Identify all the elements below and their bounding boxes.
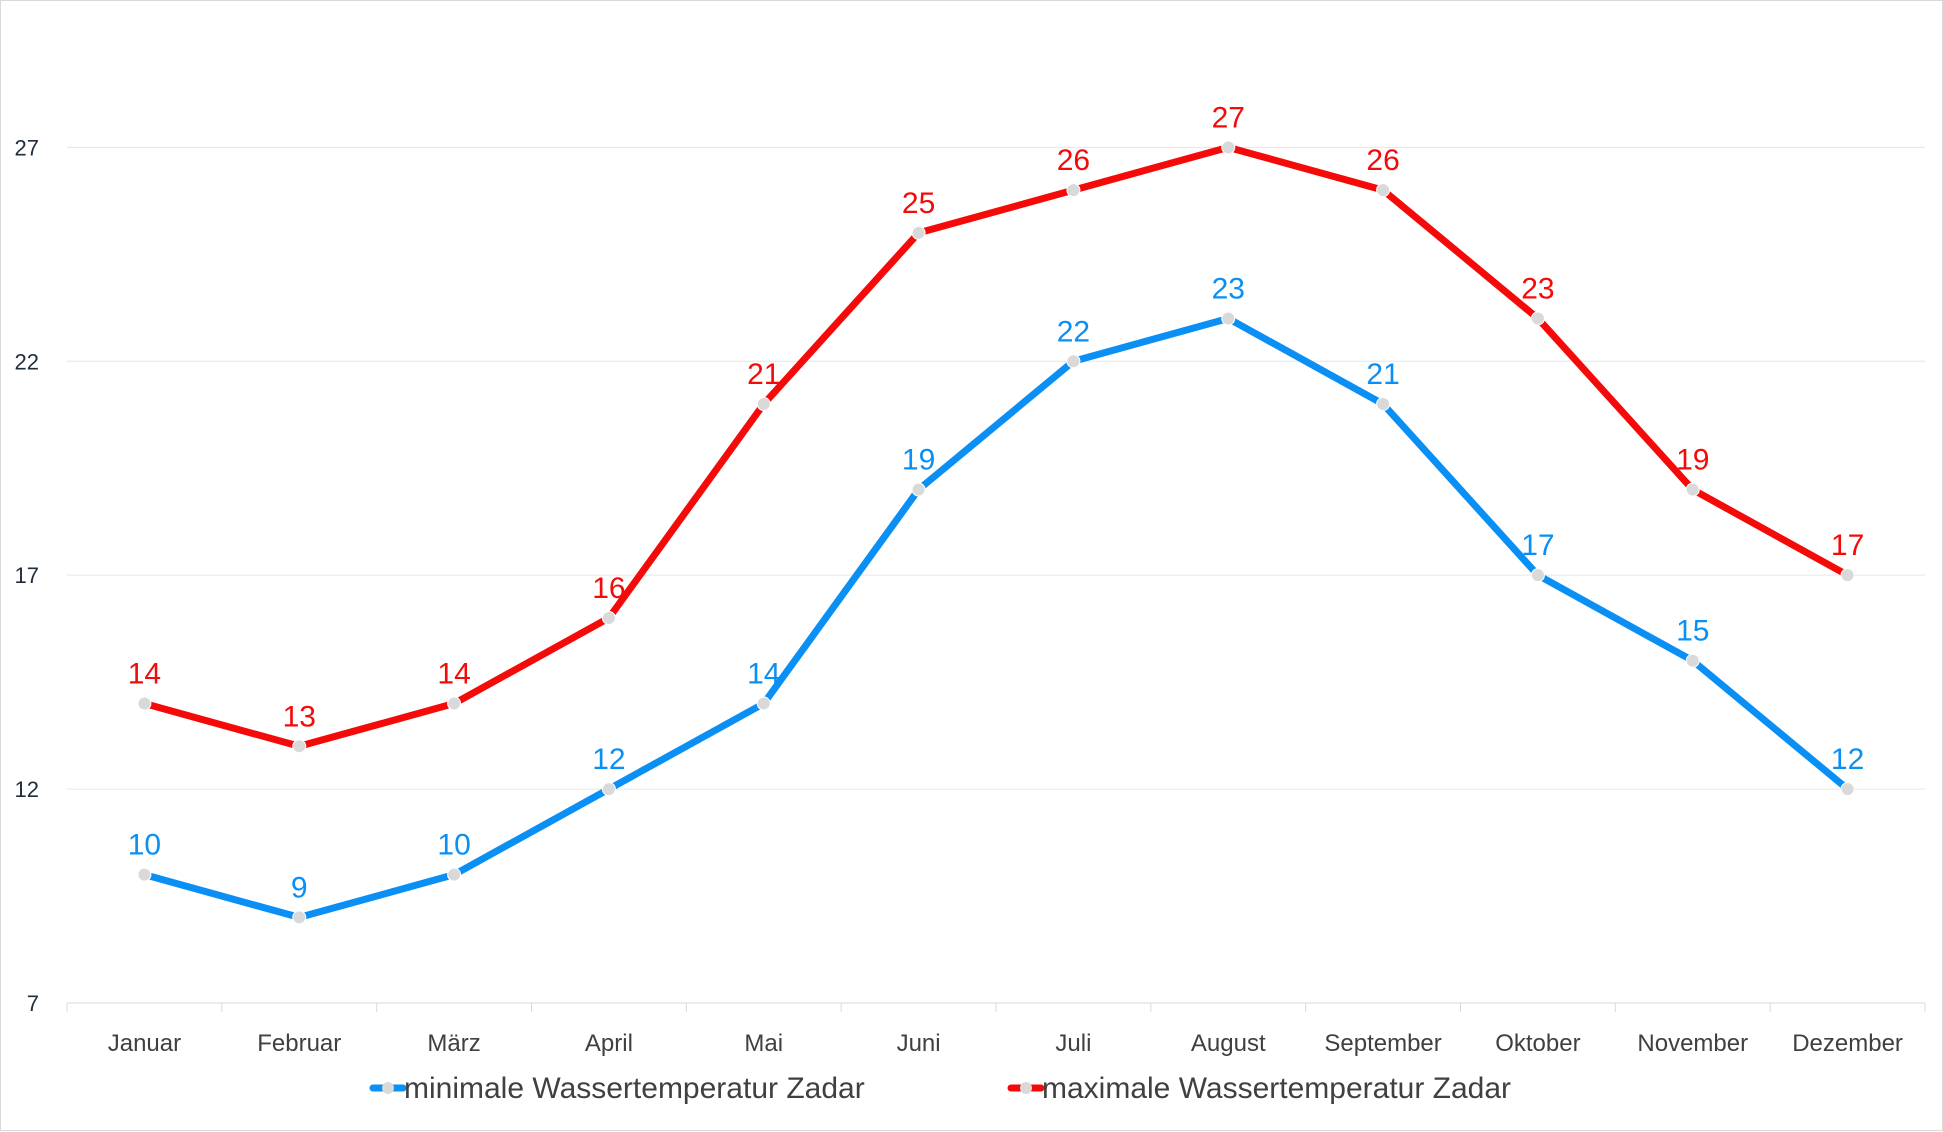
data-point (601, 610, 616, 625)
data-point (1221, 311, 1236, 326)
data-point (1685, 482, 1700, 497)
x-tick-label: Februar (257, 1030, 341, 1057)
data-point (1685, 653, 1700, 668)
y-tick-label: 12 (15, 777, 39, 802)
legend-entry-label: minimale Wassertemperatur Zadar (404, 1072, 865, 1105)
y-tick-label: 7 (27, 991, 39, 1016)
data-label: 19 (902, 444, 935, 477)
data-markers (137, 140, 1855, 925)
data-point (601, 782, 616, 797)
x-tick-label: Januar (108, 1030, 181, 1057)
x-tick-label: Juli (1055, 1030, 1091, 1057)
data-label: 15 (1676, 615, 1709, 648)
data-point (1221, 140, 1236, 155)
data-label: 13 (283, 700, 316, 733)
x-tick-label: August (1191, 1030, 1266, 1057)
x-tick-label: September (1324, 1030, 1441, 1057)
data-label: 23 (1212, 272, 1245, 305)
data-point (1066, 354, 1081, 369)
x-tick-label: Juni (897, 1030, 941, 1057)
data-point (911, 225, 926, 240)
x-tick-label: Mai (744, 1030, 783, 1057)
y-tick-label: 27 (15, 135, 39, 160)
x-tick-label: November (1637, 1030, 1748, 1057)
data-label: 25 (902, 187, 935, 220)
data-label: 21 (747, 358, 780, 391)
data-label: 14 (437, 658, 470, 691)
data-label: 21 (1366, 358, 1399, 391)
data-point (1530, 568, 1545, 583)
data-label: 10 (437, 829, 470, 862)
data-point (137, 696, 152, 711)
data-label: 23 (1521, 272, 1554, 305)
data-point (1376, 397, 1391, 412)
data-point (1840, 782, 1855, 797)
data-label: 17 (1521, 529, 1554, 562)
x-tick-label: Dezember (1792, 1030, 1903, 1057)
axes: 7 12 17 22 27 Januar Februar März April Mai Juni Ju… (15, 135, 1926, 1057)
data-point (1530, 311, 1545, 326)
y-tick-label: 17 (15, 563, 39, 588)
series-line-min (140, 314, 1852, 921)
gridlines (67, 146, 1925, 1004)
data-label: 14 (747, 658, 780, 691)
data-point (137, 867, 152, 882)
data-point (447, 867, 462, 882)
data-label: 27 (1212, 101, 1245, 134)
legend-entry-label: maximale Wassertemperatur Zadar (1042, 1072, 1511, 1105)
x-tick-label: April (585, 1030, 633, 1057)
legend-swatch-marker (1020, 1082, 1032, 1094)
data-point (1376, 183, 1391, 198)
series-lines (140, 143, 1852, 921)
legend: minimale Wassertemperatur Zadar maximale … (369, 1072, 1511, 1105)
data-point (447, 696, 462, 711)
series-line-max (140, 143, 1852, 750)
data-label: 26 (1057, 144, 1090, 177)
data-label: 17 (1831, 529, 1864, 562)
data-label: 22 (1057, 315, 1090, 348)
legend-swatch-marker (382, 1082, 394, 1094)
data-labels: 10 9 10 12 14 19 22 23 21 17 15 12 14 13 14 16 21 25 26 27 2… (128, 101, 1865, 904)
data-label: 12 (592, 743, 625, 776)
y-tick-label: 22 (15, 349, 39, 374)
data-point (1840, 568, 1855, 583)
data-point (756, 397, 771, 412)
data-label: 14 (128, 658, 161, 691)
data-label: 12 (1831, 743, 1864, 776)
data-label: 10 (128, 829, 161, 862)
data-label: 16 (592, 572, 625, 605)
x-tick-label: Oktober (1495, 1030, 1580, 1057)
data-point (292, 910, 307, 925)
data-point (1066, 183, 1081, 198)
data-point (292, 739, 307, 754)
data-label: 26 (1366, 144, 1399, 177)
data-point (756, 696, 771, 711)
data-label: 9 (291, 871, 308, 904)
data-point (911, 482, 926, 497)
x-tick-label: März (427, 1030, 480, 1057)
data-label: 19 (1676, 444, 1709, 477)
